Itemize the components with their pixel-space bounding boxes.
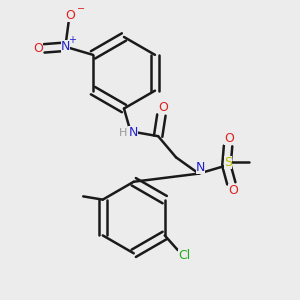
Text: O: O — [158, 101, 168, 114]
Text: O: O — [228, 184, 238, 197]
Text: N: N — [196, 161, 205, 174]
Text: N: N — [61, 40, 70, 53]
Text: −: − — [77, 4, 85, 14]
Text: O: O — [65, 9, 75, 22]
Text: H: H — [119, 128, 128, 138]
Text: O: O — [33, 42, 43, 55]
Text: +: + — [68, 34, 76, 45]
Text: Cl: Cl — [178, 249, 190, 262]
Text: N: N — [128, 126, 138, 139]
Text: O: O — [224, 132, 234, 145]
Text: S: S — [224, 156, 232, 169]
